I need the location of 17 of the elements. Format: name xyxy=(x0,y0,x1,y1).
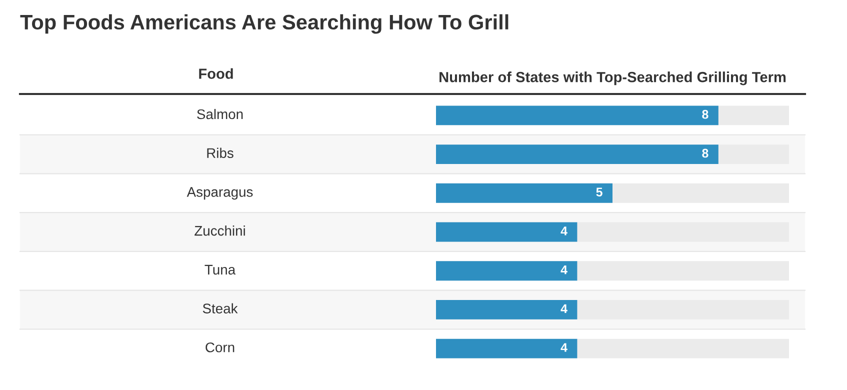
data-label: 4 xyxy=(560,343,568,352)
data-label: 8 xyxy=(702,110,708,119)
data-label: 4 xyxy=(560,226,568,236)
y-axis-title: Food xyxy=(199,68,233,79)
data-label: 5 xyxy=(596,188,602,196)
data-label: 8 xyxy=(702,148,708,158)
x-axis-title: Number of States with Top-Searched Grilling Term xyxy=(440,72,786,86)
data-label: 4 xyxy=(560,265,568,274)
y-tick-label: Ribs xyxy=(207,148,234,158)
y-tick-label: Salmon xyxy=(197,108,243,120)
y-tick-label: Tuna xyxy=(204,264,236,275)
y-tick-label: Corn xyxy=(206,342,234,352)
y-tick-label: Steak xyxy=(202,303,238,314)
y-tick-label: Zucchini xyxy=(194,226,245,236)
y-tick-label: Asparagus xyxy=(186,187,253,200)
text: Top Foods Americans Are Searching How To Grill xyxy=(20,14,508,34)
data-label: 4 xyxy=(560,304,568,313)
